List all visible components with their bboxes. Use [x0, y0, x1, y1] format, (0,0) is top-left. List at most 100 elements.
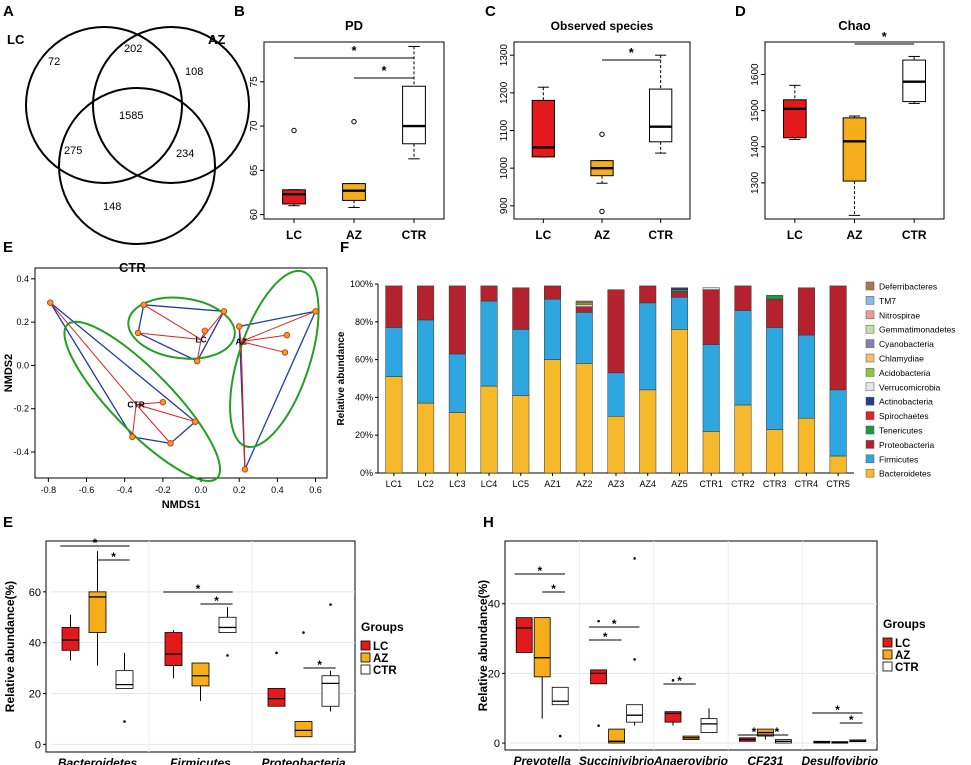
y-tick-label: 70: [249, 120, 260, 132]
x-tick-label-az4: AZ4: [639, 479, 656, 489]
y-tick-label: 65: [249, 164, 260, 176]
bar-segment-firmicutes: [607, 372, 625, 417]
legend-label-cyanobacteria: Cyanobacteria: [879, 339, 934, 349]
y-tick-label: 1100: [499, 119, 510, 141]
bar-segment-firmicutes: [512, 329, 530, 396]
sample-point-ctr: [47, 299, 54, 306]
y-tick-label: 1500: [750, 99, 761, 122]
box-lc: [782, 99, 807, 139]
x-tick-label: 0.6: [309, 485, 322, 495]
x-tick-label-ctr: CTR: [648, 228, 673, 242]
y-tick-label: 0.2: [16, 317, 29, 327]
outlier-point: [226, 654, 229, 657]
box-ctr: [649, 88, 673, 143]
bar-segment-firmicutes: [766, 327, 784, 430]
y-axis-title: Relative abundance(%): [476, 580, 490, 711]
spoke-line: [196, 339, 202, 362]
bar-segment-firmicutes: [544, 298, 562, 360]
legend-swatch-actinobacteria: [865, 396, 875, 406]
x-tick-label: 0.2: [233, 485, 246, 495]
box-firmicutes-lc: [164, 632, 183, 666]
box-ctr: [402, 85, 426, 145]
bar-segment-proteobacteria: [670, 291, 688, 298]
legend-label-tm7: TM7: [879, 296, 896, 306]
bar-segment-proteobacteria: [480, 285, 498, 302]
bar-segment-tenericutes: [766, 295, 784, 300]
venn-circle-ctr: [58, 87, 216, 245]
bar-segment-bacteroidetes: [766, 429, 784, 474]
legend-label-bacteroidetes: Bacteroidetes: [879, 469, 931, 479]
outlier-point: [671, 679, 675, 682]
bar-segment-proteobacteria: [575, 306, 593, 313]
significance-star: *: [882, 29, 888, 44]
x-tick-label: -0.2: [155, 485, 171, 495]
bar-segment-bacteroidetes: [829, 455, 847, 474]
bar-segment-firmicutes: [639, 302, 657, 391]
bar-segment-proteobacteria: [639, 285, 657, 304]
x-tick-label-ctr4: CTR4: [795, 479, 819, 489]
bar-segment-bacteroidetes: [544, 359, 562, 474]
significance-star: *: [774, 725, 779, 739]
y-tick-label: 1000: [499, 157, 510, 180]
group-label-az: AZ: [235, 337, 246, 347]
legend-label-spirochaetes: Spirochaetes: [879, 411, 929, 421]
bar-segment-bacteroidetes: [670, 329, 688, 474]
plot-frame: [45, 540, 356, 753]
y-axis-title: Relative abundance: [336, 331, 347, 425]
y-tick-label: 0.0: [16, 360, 29, 370]
legend-swatch-cyanobacteria: [865, 339, 875, 348]
bar-segment-bacteroidetes: [448, 412, 466, 474]
y-tick-label: 40: [488, 599, 500, 611]
significance-star: *: [677, 674, 682, 688]
box-bacteroidetes-lc: [61, 627, 80, 651]
group-label-lc: LC: [195, 334, 206, 344]
spoke-line: [200, 310, 225, 340]
spoke-line: [136, 403, 196, 423]
y-tick-label: -0.4: [13, 447, 29, 457]
sample-point-az: [312, 308, 319, 315]
outlier-point: [597, 619, 600, 623]
hull-lc: [137, 304, 225, 362]
sample-point-ctr: [192, 418, 199, 425]
x-tick-label-succinivibrio: Succinivibrio: [579, 754, 654, 765]
legend-swatch-az: [882, 649, 893, 660]
bar-segment-proteobacteria: [544, 285, 562, 300]
panel-title: Chao: [838, 18, 871, 33]
spoke-line: [138, 332, 202, 340]
legend-label-tenericutes: Tenericutes: [879, 426, 922, 436]
bar-segment-bacteroidetes: [480, 385, 498, 474]
legend-swatch-chlamydiae: [865, 353, 875, 363]
significance-star: *: [214, 594, 219, 608]
x-tick-label-lc3: LC3: [449, 479, 466, 489]
box-succinivibrio-az: [608, 728, 625, 744]
sample-point-lc: [134, 329, 142, 337]
significance-star: *: [537, 564, 542, 578]
bar-segment-proteobacteria: [797, 287, 815, 336]
bar-segment-firmicutes: [417, 319, 435, 404]
chao-boxplot: Chao 1300 1400 1500 1600 LC AZ CTR *: [750, 18, 945, 242]
y-tick-label: 0%: [360, 468, 373, 478]
legend-swatch-ctr: [360, 664, 371, 675]
legend-swatch-ctr: [882, 661, 893, 672]
y-tick-label: 60: [29, 587, 41, 599]
bar-segment-firmicutes: [385, 327, 403, 377]
sample-point-az: [283, 331, 291, 339]
bar-segment-bacteroidetes: [607, 416, 625, 474]
significance-star: *: [629, 45, 635, 60]
outlier-point: [302, 631, 305, 634]
panel-label-d: D: [735, 3, 746, 20]
legend-label-gemmatimonadetes: Gemmatimonadetes: [879, 325, 956, 335]
panel-title: Observed species: [551, 19, 654, 33]
legend-label-ctr: CTR: [373, 665, 397, 677]
bar-segment-firmicutes: [702, 344, 720, 432]
sample-point-ctr: [129, 433, 136, 441]
legend-label-acidobacteria: Acidobacteria: [879, 368, 931, 378]
legend-swatch-lc: [882, 637, 893, 648]
hull-az: [238, 310, 317, 470]
legend-swatch-az: [360, 652, 371, 663]
x-tick-label-az5: AZ5: [671, 479, 688, 489]
legend-swatch-bacteroidetes: [865, 468, 875, 478]
x-tick-label-lc: LC: [535, 228, 551, 242]
outlier-point: [351, 118, 357, 125]
